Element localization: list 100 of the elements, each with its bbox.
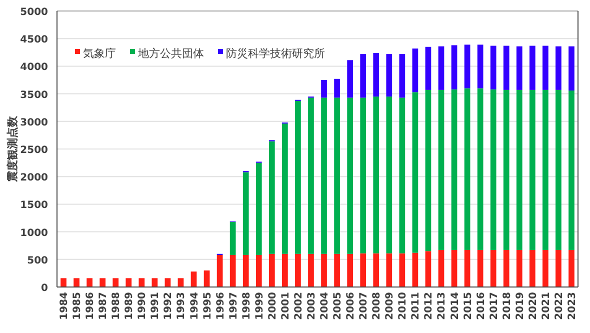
bar bbox=[230, 222, 236, 255]
bar bbox=[230, 254, 236, 287]
bar bbox=[412, 252, 418, 287]
bar bbox=[86, 278, 92, 287]
x-tick-label: 1986 bbox=[85, 292, 96, 320]
y-tick-label: 3000 bbox=[20, 117, 48, 128]
bar bbox=[438, 250, 444, 287]
y-tick-label: 2500 bbox=[20, 145, 48, 156]
x-tick-label: 2022 bbox=[554, 292, 565, 320]
legend-label: 気象庁 bbox=[83, 47, 116, 60]
x-tick-label: 2015 bbox=[462, 292, 474, 320]
bar bbox=[295, 100, 301, 254]
bar bbox=[138, 278, 145, 287]
bar bbox=[412, 92, 418, 253]
x-tick-label: 2014 bbox=[450, 292, 461, 320]
x-tick-label: 2001 bbox=[280, 292, 292, 320]
bar bbox=[321, 80, 327, 98]
bar bbox=[360, 98, 366, 254]
bar bbox=[60, 278, 66, 287]
bar bbox=[516, 90, 522, 250]
x-tick-label: 2006 bbox=[346, 292, 357, 320]
x-tick-label: 2009 bbox=[384, 292, 396, 320]
bar bbox=[556, 250, 562, 287]
x-tick-label: 1987 bbox=[98, 292, 110, 320]
bar bbox=[334, 254, 340, 287]
x-tick-label: 2003 bbox=[306, 292, 318, 320]
bar bbox=[490, 89, 496, 250]
y-tick-label: 1000 bbox=[20, 228, 48, 239]
y-tick-label: 1500 bbox=[20, 200, 48, 212]
x-tick-label: 1997 bbox=[228, 292, 240, 320]
bar bbox=[464, 250, 470, 287]
x-tick-label: 2010 bbox=[398, 292, 409, 320]
bar bbox=[477, 88, 484, 250]
bar bbox=[464, 44, 470, 88]
bar bbox=[568, 90, 574, 250]
x-tick-label: 2012 bbox=[424, 292, 435, 320]
x-tick-label: 1988 bbox=[111, 292, 122, 320]
bar bbox=[295, 254, 301, 287]
x-tick-label: 2000 bbox=[267, 292, 278, 320]
bar bbox=[477, 44, 484, 88]
x-tick-label: 2007 bbox=[358, 292, 370, 320]
bar bbox=[451, 250, 458, 287]
x-tick-label: 2019 bbox=[514, 292, 526, 320]
bar bbox=[386, 253, 392, 287]
x-tick-label: 1989 bbox=[124, 292, 136, 320]
bar bbox=[256, 162, 262, 255]
bar bbox=[490, 250, 496, 287]
bar bbox=[282, 254, 288, 287]
bar bbox=[556, 90, 562, 250]
bar bbox=[438, 90, 444, 250]
bar bbox=[451, 45, 458, 90]
x-tick-label: 2002 bbox=[293, 292, 304, 320]
bar bbox=[152, 278, 158, 287]
bar bbox=[321, 98, 327, 254]
bar bbox=[268, 254, 275, 287]
bar bbox=[425, 46, 432, 90]
bar bbox=[386, 96, 392, 254]
bar bbox=[568, 250, 574, 287]
bar bbox=[164, 278, 171, 287]
bar bbox=[542, 46, 548, 90]
bar bbox=[347, 60, 353, 98]
bar bbox=[126, 278, 132, 287]
bar bbox=[386, 54, 392, 97]
x-tick-label: 1991 bbox=[150, 292, 162, 320]
bar bbox=[399, 54, 406, 98]
x-tick-label: 1998 bbox=[241, 292, 252, 320]
bar bbox=[503, 250, 510, 287]
x-tick-label: 1993 bbox=[176, 292, 188, 320]
x-tick-label: 2023 bbox=[566, 292, 578, 320]
x-tick-label: 2021 bbox=[540, 292, 552, 320]
legend-label: 防災科学技術研究所 bbox=[226, 47, 325, 60]
bar bbox=[451, 89, 458, 250]
bar bbox=[308, 98, 314, 254]
y-tick-label: 3500 bbox=[20, 90, 48, 101]
bar bbox=[556, 46, 562, 90]
x-tick-label: 2018 bbox=[502, 292, 513, 320]
bar bbox=[178, 278, 184, 287]
bar bbox=[242, 254, 249, 287]
bar bbox=[373, 253, 380, 287]
bar bbox=[542, 250, 548, 287]
bar bbox=[503, 90, 510, 250]
bar bbox=[190, 272, 197, 287]
bar bbox=[529, 250, 536, 287]
bar bbox=[347, 98, 353, 254]
x-tick-label: 1984 bbox=[59, 292, 70, 320]
x-tick-label: 1996 bbox=[215, 292, 226, 320]
bar bbox=[282, 124, 288, 254]
x-tick-label: 2011 bbox=[410, 292, 422, 320]
y-axis-title: 震度観測点数 bbox=[6, 115, 19, 183]
x-tick-label: 2008 bbox=[372, 292, 383, 320]
y-tick-label: 4000 bbox=[20, 62, 48, 74]
bar bbox=[438, 46, 444, 90]
x-tick-label: 2020 bbox=[528, 292, 539, 320]
x-tick-label: 1985 bbox=[72, 292, 84, 320]
bar bbox=[360, 253, 366, 287]
bar bbox=[399, 253, 406, 287]
bar bbox=[464, 88, 470, 250]
x-tick-label: 2013 bbox=[436, 292, 448, 320]
y-tick-label: 2000 bbox=[20, 172, 48, 184]
bar bbox=[516, 46, 522, 90]
